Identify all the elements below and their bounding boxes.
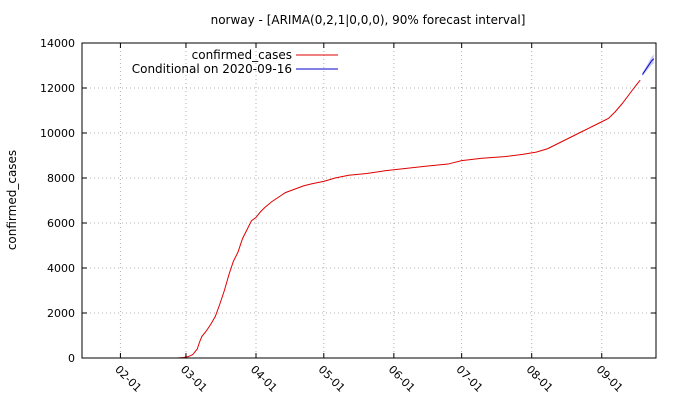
tick-layer: 0 2000 4000 6000 8000 10000 12000 14000 02-01 03-… xyxy=(40,37,656,395)
y-tick-label: 0 xyxy=(68,352,75,365)
x-tick-label: 04-01 xyxy=(248,363,280,395)
y-tick-label: 8000 xyxy=(47,172,75,185)
y-tick-label: 2000 xyxy=(47,307,75,320)
plot-frame xyxy=(81,42,657,359)
legend-entry-label: confirmed_cases xyxy=(192,48,292,62)
x-tick-label: 09-01 xyxy=(594,363,626,395)
y-tick-label: 4000 xyxy=(47,262,75,275)
x-tick-label: 06-01 xyxy=(386,363,418,395)
x-tick-label: 08-01 xyxy=(524,363,556,395)
x-tick-label: 05-01 xyxy=(316,363,348,395)
chart-title: norway - [ARIMA(0,2,1|0,0,0), 90% foreca… xyxy=(211,13,526,27)
x-tick-label: 02-01 xyxy=(112,363,144,395)
series-layer xyxy=(176,58,655,359)
series-line-0 xyxy=(176,79,641,359)
legend-entry-label: Conditional on 2020-09-16 xyxy=(132,62,292,76)
grid-layer xyxy=(82,43,656,358)
y-tick-label: 14000 xyxy=(40,37,75,50)
y-tick-label: 10000 xyxy=(40,127,75,140)
x-tick-label: 07-01 xyxy=(454,363,486,395)
y-axis-label: confirmed_cases xyxy=(5,150,19,250)
y-tick-label: 12000 xyxy=(40,82,75,95)
y-tick-label: 6000 xyxy=(47,217,75,230)
series-line-1 xyxy=(642,58,655,75)
x-tick-label: 03-01 xyxy=(178,363,210,395)
